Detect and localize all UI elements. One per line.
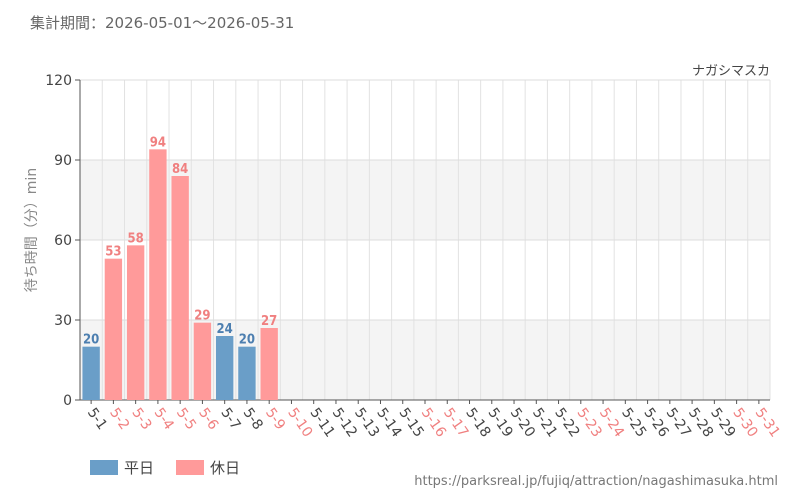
x-tick-label-5-3: 5-3 bbox=[128, 405, 154, 433]
value-label-5-6: 29 bbox=[194, 309, 210, 324]
x-tick-label-5-6: 5-6 bbox=[195, 405, 221, 433]
x-tick-label-5-31: 5-31 bbox=[752, 405, 783, 440]
value-label-5-3: 58 bbox=[128, 231, 144, 246]
value-label-5-9: 27 bbox=[261, 314, 277, 329]
period-label: 集計期間：2026-05-01〜2026-05-31 bbox=[30, 14, 295, 32]
y-tick-labels: 0 30 60 90 120 bbox=[45, 73, 72, 409]
bars bbox=[82, 149, 278, 400]
bar-5-9 bbox=[260, 328, 278, 400]
legend-swatch-holiday bbox=[176, 460, 205, 475]
value-label-5-4: 94 bbox=[150, 135, 166, 150]
y-tick-label: 30 bbox=[54, 313, 72, 329]
x-tick-label-5-5: 5-5 bbox=[173, 405, 199, 433]
y-tick-label: 0 bbox=[63, 393, 72, 409]
bar-5-1 bbox=[82, 346, 100, 400]
x-tick-label-5-7: 5-7 bbox=[217, 405, 243, 433]
x-tick-label-5-4: 5-4 bbox=[151, 405, 177, 433]
legend-label-holiday: 休日 bbox=[210, 459, 241, 477]
legend-item-weekday: 平日 bbox=[90, 457, 154, 478]
y-tick-label: 120 bbox=[45, 73, 72, 89]
plot-band bbox=[80, 160, 770, 240]
y-tick-label: 60 bbox=[54, 233, 72, 249]
y-axis-label: 待ち時間（分）min bbox=[24, 168, 40, 292]
bar-5-8 bbox=[238, 346, 256, 400]
x-tick-label-5-9: 5-9 bbox=[262, 405, 288, 433]
bar-5-3 bbox=[126, 245, 145, 400]
bar-5-6 bbox=[193, 322, 212, 400]
value-label-5-2: 53 bbox=[105, 245, 121, 260]
value-label-5-1: 20 bbox=[83, 333, 99, 348]
value-label-5-7: 24 bbox=[217, 322, 233, 337]
legend-label-weekday: 平日 bbox=[124, 459, 155, 477]
x-tick-label-5-1: 5-1 bbox=[84, 405, 110, 433]
legend-swatch-weekday bbox=[90, 460, 118, 475]
plot-band bbox=[80, 240, 770, 320]
value-label-5-8: 20 bbox=[239, 333, 255, 348]
bar-5-2 bbox=[104, 258, 123, 400]
value-label-5-5: 84 bbox=[172, 162, 188, 177]
bar-5-7 bbox=[215, 336, 234, 400]
x-tick-labels: 5-15-25-35-45-55-65-75-85-95-105-115-125… bbox=[84, 405, 783, 440]
attraction-name: ナガシマスカ bbox=[692, 64, 770, 79]
legend-item-holiday: 休日 bbox=[176, 457, 240, 478]
value-labels: 20 53 58 94 84 29 24 20 27 bbox=[83, 135, 277, 347]
y-tick-label: 90 bbox=[54, 153, 72, 169]
source-url[interactable]: https://parksreal.jp/fujiq/attraction/na… bbox=[414, 474, 778, 489]
x-tick-label-5-8: 5-8 bbox=[240, 405, 266, 433]
x-tick-label-5-2: 5-2 bbox=[106, 405, 132, 433]
legend: 平日 休日 bbox=[90, 457, 262, 478]
bar-5-5 bbox=[171, 176, 189, 400]
plot-band bbox=[80, 80, 770, 160]
bar-5-4 bbox=[149, 149, 167, 400]
